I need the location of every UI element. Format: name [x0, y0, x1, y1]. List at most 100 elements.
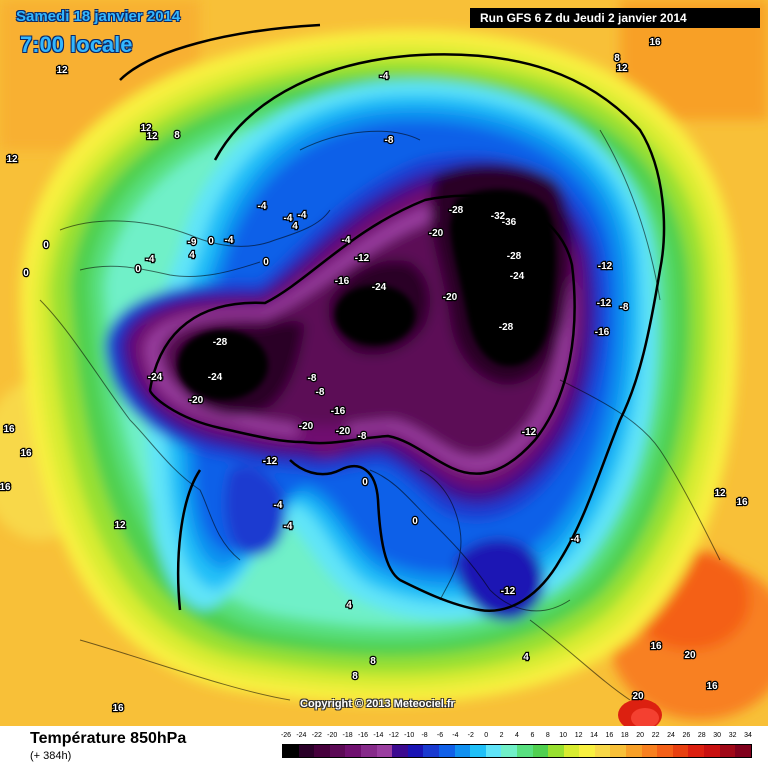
contour-label: 0 — [263, 257, 269, 268]
legend-swatch — [626, 745, 642, 757]
legend-tick-label: -12 — [388, 732, 399, 739]
legend-swatch — [532, 745, 549, 757]
legend-tick-label: 14 — [590, 732, 598, 739]
contour-label: 0 — [135, 264, 141, 275]
contour-label: 0 — [23, 268, 29, 279]
temperature-field — [0, 0, 768, 731]
contour-label: 16 — [706, 681, 718, 692]
contour-label: -12 — [522, 427, 537, 438]
contour-label: -8 — [316, 387, 325, 398]
contour-label: -4 — [284, 213, 293, 224]
contour-label: 12 — [140, 123, 152, 134]
legend-swatch — [392, 745, 408, 757]
contour-label: -8 — [620, 302, 629, 313]
legend-swatch — [641, 745, 658, 757]
contour-label: 8 — [370, 656, 376, 667]
legend-tick-label: 34 — [744, 732, 752, 739]
legend-tick-label: 4 — [515, 732, 519, 739]
contour-label: -24 — [208, 372, 223, 383]
contour-label: 16 — [112, 703, 124, 714]
contour-lines — [119, 23, 666, 612]
legend-swatch — [454, 745, 471, 757]
contour-label: -28 — [499, 322, 514, 333]
contour-label: -24 — [148, 372, 163, 383]
contour-label: -28 — [507, 251, 522, 262]
contour-label: -12 — [501, 586, 516, 597]
contour-label: 0 — [43, 240, 49, 251]
contour-label: 8 — [352, 671, 358, 682]
contour-label: -24 — [510, 271, 525, 282]
contour-label: 0 — [362, 477, 368, 488]
contour-label: -4 — [274, 500, 283, 511]
contour-label: -32 — [491, 211, 506, 222]
contour-label: 16 — [20, 448, 32, 459]
contour-label: -4 — [571, 534, 580, 545]
legend-tick-label: 6 — [530, 732, 535, 739]
legend-swatch — [298, 745, 315, 757]
contour-label: 8 — [614, 53, 620, 64]
contour-label: -4 — [380, 71, 389, 82]
legend-tick-label: 32 — [728, 732, 737, 739]
run-banner: Run GFS 6 Z du Jeudi 2 janvier 2014 — [470, 8, 760, 28]
legend-tick-label: -8 — [421, 732, 428, 739]
legend-tick-label: 30 — [713, 732, 722, 739]
contour-label: 12 — [56, 65, 68, 76]
legend-tick-label: 16 — [605, 732, 614, 739]
contour-label: -20 — [443, 292, 458, 303]
legend-swatch — [516, 745, 533, 757]
legend-swatch — [485, 745, 502, 757]
variable-title: Température 850hPa — [30, 730, 187, 747]
legend-tick-label: -22 — [311, 732, 322, 739]
legend-tick-label: 18 — [620, 732, 629, 739]
legend-tick-label: 8 — [545, 732, 550, 739]
contour-label: -4 — [342, 235, 351, 246]
contour-label: 12 — [114, 520, 126, 531]
legend-swatch — [579, 745, 595, 757]
legend-swatch — [688, 745, 705, 757]
legend-tick-label: -6 — [436, 732, 444, 739]
contour-label: -20 — [429, 228, 444, 239]
legend-swatch — [594, 745, 611, 757]
legend-tick-label: -20 — [327, 732, 338, 739]
contour-label: -12 — [355, 253, 370, 264]
legend-swatch — [345, 745, 361, 757]
contour-label: -20 — [299, 421, 314, 432]
coastlines — [39, 129, 721, 701]
legend-tick-label: 24 — [667, 732, 675, 739]
legend-tick-label: 12 — [574, 732, 583, 739]
copyright-notice: Copyright © 2013 Meteociel.fr — [300, 698, 455, 710]
legend-tick-label: 10 — [559, 732, 568, 739]
legend-swatch — [501, 745, 517, 757]
legend-tick-label: -4 — [452, 732, 459, 739]
contour-label: 0 — [412, 516, 418, 527]
legend-swatch — [360, 745, 377, 757]
contour-label: -8 — [358, 431, 367, 442]
legend-swatch — [314, 745, 330, 757]
contour-label: 16 — [3, 424, 15, 435]
legend-color-scale — [282, 744, 752, 758]
contour-label: -8 — [308, 373, 317, 384]
color-legend: -26 -24 -22 -20 -18 -16 -14 -12 -10 -8 -6 -4 -2 0 2 4 6 8… — [281, 732, 752, 764]
legend-swatch — [283, 745, 299, 757]
contour-label: -24 — [372, 282, 387, 293]
legend-swatch — [423, 745, 439, 757]
contour-label: 16 — [736, 497, 748, 508]
contour-label: -28 — [213, 337, 228, 348]
contour-label: -9 — [188, 237, 197, 248]
contour-label: -16 — [595, 327, 610, 338]
legend-swatch — [719, 745, 736, 757]
legend-swatch — [548, 745, 564, 757]
legend-tick-label: -2 — [467, 732, 474, 739]
contour-label: 12 — [146, 131, 158, 142]
contour-label: -4 — [225, 235, 234, 246]
contour-label: 4 — [346, 600, 352, 611]
legend-swatch — [657, 745, 673, 757]
contour-label: 4 — [189, 250, 195, 261]
contour-label: -4 — [284, 521, 293, 532]
legend-tick-labels: -26 -24 -22 -20 -18 -16 -14 -12 -10 -8 -6 -4 -2 0 2 4 6 8… — [281, 732, 752, 744]
legend-swatch — [376, 745, 393, 757]
contour-label: -16 — [335, 276, 350, 287]
contour-label: 20 — [684, 650, 696, 661]
